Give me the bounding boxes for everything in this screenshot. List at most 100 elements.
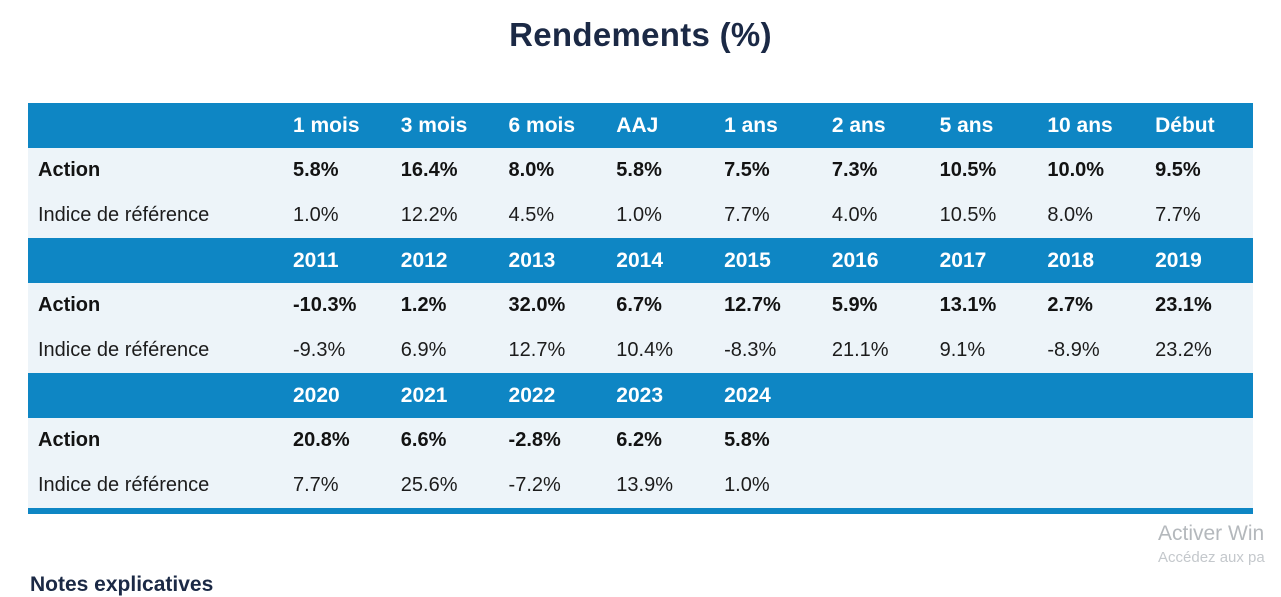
table-cell: 4.0% [821, 193, 930, 238]
table-cell [929, 463, 1038, 508]
table-cell: 1 ans [714, 103, 822, 148]
table-cell: 13.9% [606, 463, 715, 508]
table-cell: -9.3% [283, 328, 391, 373]
table-cell: 12.7% [498, 328, 607, 373]
table-cell: 25.6% [390, 463, 499, 508]
table-cell: 4.5% [498, 193, 607, 238]
table-cell: 5.9% [821, 283, 930, 328]
returns-table: 1 mois 3 mois 6 mois AAJ 1 ans 2 ans 5 ans 10 a… [28, 103, 1253, 508]
table-cell: AAJ [606, 103, 715, 148]
table-cell: 2017 [929, 238, 1038, 283]
table-cell: 2014 [606, 238, 715, 283]
table-cell: 23.1% [1145, 283, 1253, 328]
returns-table-container: 1 mois 3 mois 6 mois AAJ 1 ans 2 ans 5 ans 10 a… [28, 103, 1253, 514]
table-cell: 2021 [390, 373, 499, 418]
row-label-action: Action [28, 148, 283, 193]
table-cell: -2.8% [498, 418, 607, 463]
table-cell: 10 ans [1037, 103, 1146, 148]
table-cell: 6.7% [606, 283, 715, 328]
table-cell: 2012 [390, 238, 499, 283]
table-cell: 6.2% [606, 418, 715, 463]
table-cell: 7.7% [283, 463, 391, 508]
table-cell: 12.2% [390, 193, 499, 238]
table-cell: 1.0% [714, 463, 822, 508]
clipped-section-heading: Notes explicatives [30, 573, 214, 596]
table-cell: 2013 [498, 238, 607, 283]
table-cell: 6.6% [390, 418, 499, 463]
table-cell [929, 418, 1038, 463]
table-cell: 5.8% [283, 148, 391, 193]
row-label-benchmark: Indice de référence [28, 463, 283, 508]
table-cell: 21.1% [821, 328, 930, 373]
header-spacer-cell [28, 238, 283, 283]
table-cell: 2024 [714, 373, 822, 418]
table-cell: 2 ans [821, 103, 930, 148]
table-cell: 20.8% [283, 418, 391, 463]
table-cell: 3 mois [390, 103, 499, 148]
header-spacer-cell [28, 373, 283, 418]
table-cell [1037, 463, 1146, 508]
table-row-action-2011-2019: Action -10.3% 1.2% 32.0% 6.7% 12.7% 5.9% 13.1%… [28, 283, 1253, 328]
windows-activation-watermark: Activer Win Accédez aux pa [1158, 520, 1281, 568]
page-title: Rendements (%) [509, 16, 772, 53]
table-cell: 10.0% [1037, 148, 1146, 193]
table-row-benchmark-periods: Indice de référence 1.0% 12.2% 4.5% 1.0% 7.7… [28, 193, 1253, 238]
table-cell: 2016 [821, 238, 930, 283]
table-cell: 6 mois [498, 103, 607, 148]
table-cell: 16.4% [390, 148, 499, 193]
table-cell [1145, 418, 1253, 463]
table-cell: Début [1145, 103, 1253, 148]
table-cell: 9.1% [929, 328, 1038, 373]
table-cell: 5 ans [929, 103, 1038, 148]
table-header-row-2011-2019: 2011 2012 2013 2014 2015 2016 2017 2018 2019 [28, 238, 1253, 283]
table-cell: 1.2% [390, 283, 499, 328]
table-cell [1145, 463, 1253, 508]
table-cell [1037, 373, 1146, 418]
table-cell: 2020 [283, 373, 391, 418]
table-cell: -10.3% [283, 283, 391, 328]
table-cell: 2019 [1145, 238, 1253, 283]
table-cell: 7.7% [714, 193, 822, 238]
row-label-benchmark: Indice de référence [28, 328, 283, 373]
table-cell: 13.1% [929, 283, 1038, 328]
table-cell: 12.7% [714, 283, 822, 328]
table-cell: 9.5% [1145, 148, 1253, 193]
table-cell [929, 373, 1038, 418]
table-cell: 23.2% [1145, 328, 1253, 373]
table-cell: 10.5% [929, 148, 1038, 193]
table-row-benchmark-2020-2024: Indice de référence 7.7% 25.6% -7.2% 13.9% 1… [28, 463, 1253, 508]
table-cell: 5.8% [714, 418, 822, 463]
table-cell: 7.7% [1145, 193, 1253, 238]
table-cell: -8.3% [714, 328, 822, 373]
table-cell: 1.0% [606, 193, 715, 238]
table-cell: 1.0% [283, 193, 391, 238]
row-label-action: Action [28, 283, 283, 328]
table-cell: 32.0% [498, 283, 607, 328]
table-cell: 5.8% [606, 148, 715, 193]
table-cell: -7.2% [498, 463, 607, 508]
table-cell: 10.5% [929, 193, 1038, 238]
table-cell [1145, 373, 1253, 418]
table-header-row-2020-2024: 2020 2021 2022 2023 2024 [28, 373, 1253, 418]
table-cell [821, 373, 930, 418]
watermark-activate-text: Activer Win [1158, 522, 1265, 545]
table-cell: 2.7% [1037, 283, 1146, 328]
table-cell: 10.4% [606, 328, 715, 373]
table-row-action-periods: Action 5.8% 16.4% 8.0% 5.8% 7.5% 7.3% 10.5% 10.… [28, 148, 1253, 193]
table-cell: 2023 [606, 373, 715, 418]
table-cell: 6.9% [390, 328, 499, 373]
table-cell: 2022 [498, 373, 607, 418]
table-header-row-periods: 1 mois 3 mois 6 mois AAJ 1 ans 2 ans 5 ans 10 a… [28, 103, 1253, 148]
table-cell: 2011 [283, 238, 391, 283]
watermark-settings-text: Accédez aux pa [1158, 549, 1265, 566]
table-cell: 8.0% [1037, 193, 1146, 238]
table-cell: 7.5% [714, 148, 822, 193]
table-cell [821, 463, 930, 508]
table-cell [821, 418, 930, 463]
table-cell [1037, 418, 1146, 463]
table-cell: 2015 [714, 238, 822, 283]
table-cell: -8.9% [1037, 328, 1146, 373]
table-cell: 2018 [1037, 238, 1146, 283]
table-row-benchmark-2011-2019: Indice de référence -9.3% 6.9% 12.7% 10.4% -… [28, 328, 1253, 373]
header-spacer-cell [28, 103, 283, 148]
